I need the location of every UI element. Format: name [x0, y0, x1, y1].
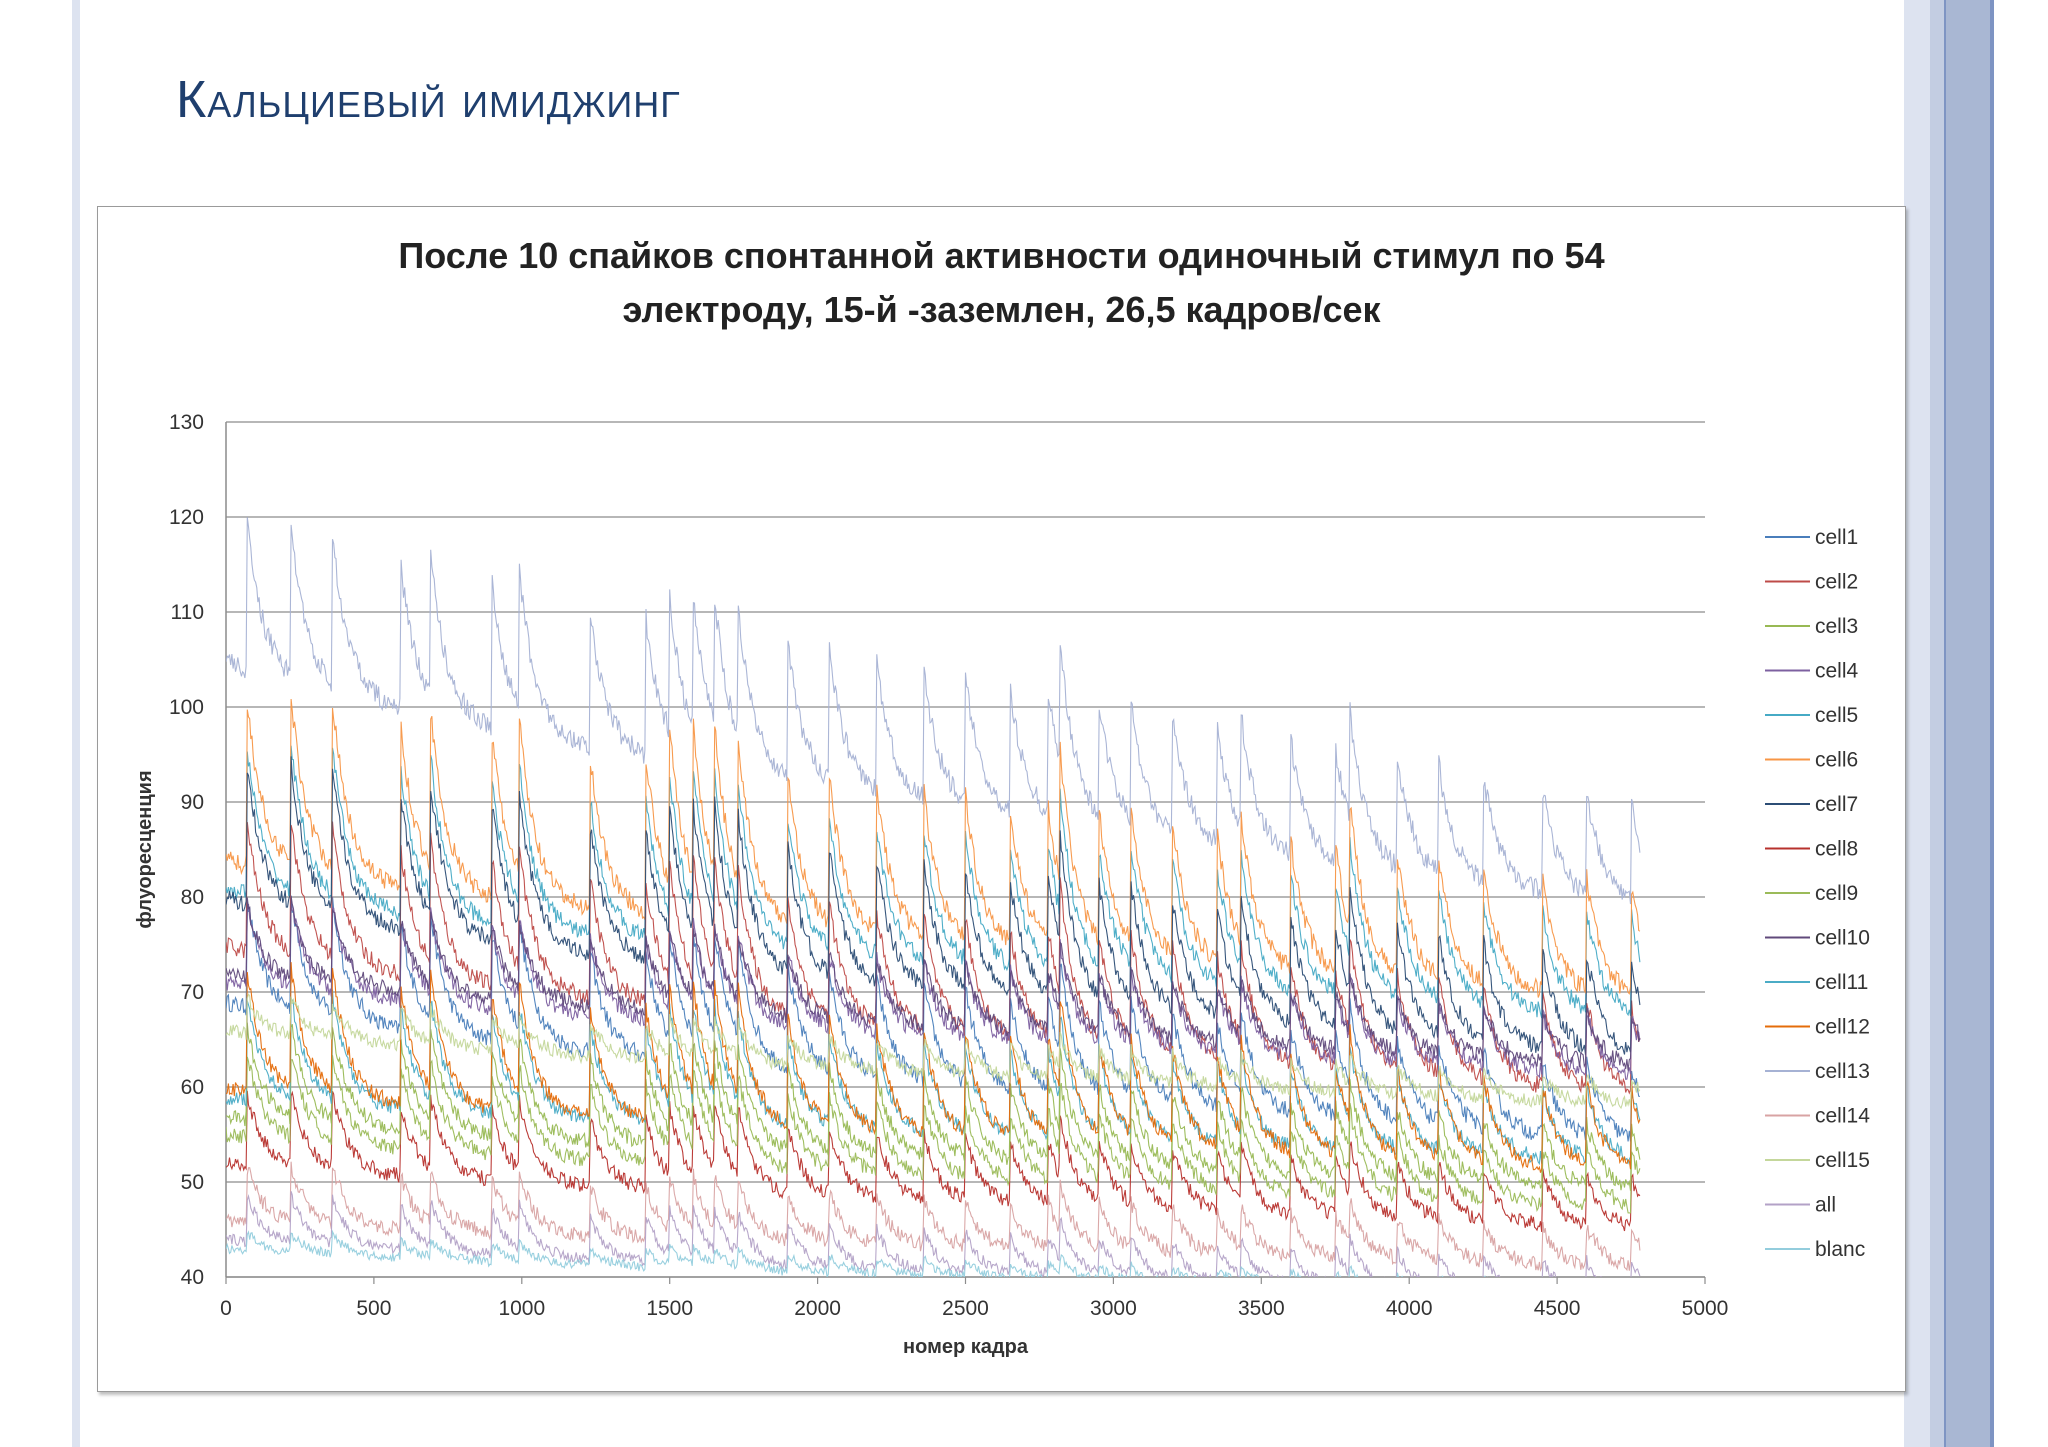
y-tick-label: 50	[181, 1171, 204, 1194]
legend-label-cell11: cell11	[1815, 971, 1868, 994]
series-line-cell12	[226, 962, 1641, 1173]
chart-title-line-1: После 10 спайков спонтанной активности о…	[398, 235, 1605, 276]
series-line-cell5	[226, 745, 1641, 1019]
legend-label-cell7: cell7	[1815, 793, 1858, 816]
legend-label-cell14: cell14	[1815, 1105, 1870, 1128]
x-tick-label: 0	[220, 1297, 232, 1320]
series-line-cell8	[226, 1090, 1641, 1233]
series-line-cell13	[226, 517, 1641, 905]
series-line-cell14	[226, 1161, 1641, 1273]
y-tick-label: 120	[169, 506, 204, 529]
x-tick-label: 3500	[1238, 1297, 1285, 1320]
slide-title: Кальциевый имиджинг	[176, 71, 681, 129]
legend-label-cell12: cell12	[1815, 1016, 1870, 1039]
series-line-all	[226, 1191, 1641, 1277]
x-tick-label: 4000	[1386, 1297, 1433, 1320]
legend-label-cell1: cell1	[1815, 526, 1858, 549]
series-line-blanc	[226, 1229, 1490, 1277]
series-line-cell11	[226, 989, 1641, 1166]
x-tick-label: 5000	[1682, 1297, 1729, 1320]
legend-label-cell9: cell9	[1815, 882, 1858, 905]
y-tick-label: 110	[171, 601, 204, 624]
legend-label-cell2: cell2	[1815, 571, 1858, 594]
legend-label-cell13: cell13	[1815, 1060, 1870, 1083]
series-line-cell6	[226, 698, 1641, 998]
series-line-cell15	[226, 993, 1641, 1110]
legend-label-cell10: cell10	[1815, 927, 1870, 950]
legend-label-cell8: cell8	[1815, 838, 1858, 861]
series-line-cell9	[226, 1055, 1641, 1214]
line-chart: 40 50 60 70 80 90 100 110 120 130 0 500 1000 1500 2000…	[134, 411, 1870, 1358]
series-line-cell10	[226, 896, 1641, 1071]
legend-label-all: all	[1815, 1194, 1836, 1217]
y-tick-label: 60	[181, 1076, 204, 1099]
stripe-decor-4	[1946, 0, 1990, 1447]
legend-label-cell3: cell3	[1815, 615, 1858, 638]
series-line-cell7	[226, 756, 1641, 1055]
legend-label-blanc: blanc	[1815, 1238, 1865, 1261]
x-tick-label: 1500	[646, 1297, 693, 1320]
x-axis-label: номер кадра	[903, 1336, 1029, 1358]
legend-label-cell5: cell5	[1815, 704, 1858, 727]
stripe-decor-5	[1990, 0, 1994, 1447]
series-line-cell1	[226, 895, 1641, 1142]
stripe-decor-1	[1904, 0, 1930, 1447]
y-tick-label: 70	[181, 981, 204, 1004]
x-tick-label: 2500	[942, 1297, 989, 1320]
series-line-cell3	[226, 1022, 1641, 1191]
x-tick-label: 1000	[498, 1297, 545, 1320]
y-axis-label: флуоресценция	[134, 770, 156, 928]
y-tick-label: 100	[169, 696, 204, 719]
y-tick-label: 130	[169, 411, 204, 434]
x-tick-label: 500	[356, 1297, 391, 1320]
legend-label-cell4: cell4	[1815, 660, 1859, 683]
chart-frame: После 10 спайков спонтанной активности о…	[97, 206, 1906, 1392]
stripe-decor-2	[1930, 0, 1944, 1447]
legend-label-cell6: cell6	[1815, 749, 1858, 772]
stripe-decor-left	[72, 0, 80, 1447]
y-tick-label: 90	[181, 791, 204, 814]
y-tick-label: 80	[181, 886, 204, 909]
stripe-decor-3	[1944, 0, 1946, 1447]
legend-label-cell15: cell15	[1815, 1149, 1870, 1172]
chart-title-line-2: электроду, 15-й -заземлен, 26,5 кадров/с…	[622, 289, 1381, 330]
x-tick-label: 2000	[794, 1297, 841, 1320]
y-tick-label: 40	[181, 1266, 204, 1289]
x-tick-label: 3000	[1090, 1297, 1137, 1320]
stripe-decor-6	[1994, 0, 2048, 1447]
x-tick-label: 4500	[1534, 1297, 1581, 1320]
